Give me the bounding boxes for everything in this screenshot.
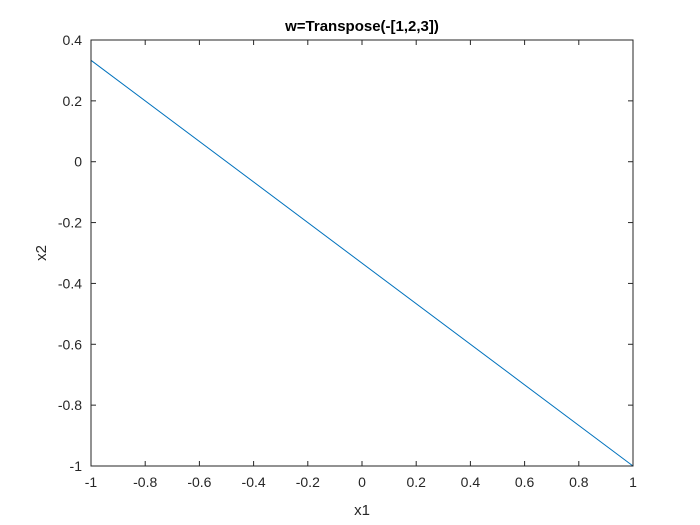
y-tick-label: 0.4 bbox=[63, 32, 83, 48]
x-tick-label: -0.4 bbox=[242, 474, 266, 490]
y-tick-label: -1 bbox=[70, 458, 83, 474]
y-tick-label: -0.2 bbox=[58, 215, 82, 231]
x-tick-label: -0.2 bbox=[296, 474, 320, 490]
x-tick-label: 1 bbox=[629, 474, 637, 490]
y-tick-label: 0 bbox=[74, 154, 82, 170]
plot-area bbox=[91, 40, 633, 466]
plot-frame bbox=[90, 39, 634, 467]
y-tick-label: -0.8 bbox=[58, 397, 82, 413]
series-line bbox=[90, 59, 634, 467]
x-tick-label: 0.4 bbox=[461, 474, 481, 490]
x-tick-label: 0.8 bbox=[569, 474, 589, 490]
chart-title: w=Transpose(-[1,2,3]) bbox=[284, 18, 439, 35]
y-axis-label: x2 bbox=[33, 245, 50, 261]
x-tick-label: 0.2 bbox=[406, 474, 426, 490]
y-tick-label: -0.6 bbox=[58, 336, 82, 352]
y-tick-label: -0.4 bbox=[58, 275, 82, 291]
y-tick-label: 0.2 bbox=[63, 93, 83, 109]
x-axis-label: x1 bbox=[354, 502, 370, 519]
x-tick-label: -1 bbox=[85, 474, 98, 490]
x-tick-label: -0.6 bbox=[187, 474, 211, 490]
x-tick-label: -0.8 bbox=[133, 474, 157, 490]
x-tick-label: 0 bbox=[358, 474, 366, 490]
x-tick-label: 0.6 bbox=[515, 474, 535, 490]
